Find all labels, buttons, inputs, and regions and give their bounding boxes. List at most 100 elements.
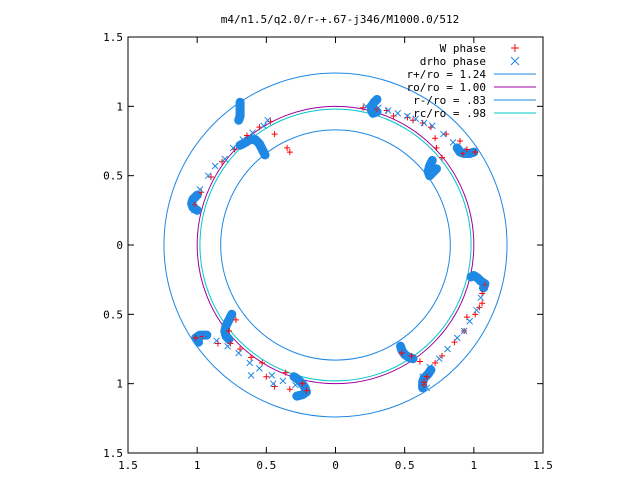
point-series-1-19	[440, 130, 447, 138]
point-series-1-12	[375, 104, 382, 112]
point-series-0-8	[271, 131, 278, 138]
x-tick-label-4: 0.5	[395, 459, 415, 472]
cluster-0	[187, 190, 202, 215]
point-series-0-24	[459, 150, 466, 157]
x-tick-label-5: 1	[471, 459, 478, 472]
point-series-0-15	[404, 114, 411, 121]
point-series-1-2	[196, 186, 204, 193]
x-tick-label-1: 1	[194, 459, 201, 472]
point-series-0-36	[432, 359, 439, 366]
y-tick-label-1: 1	[116, 100, 123, 113]
x-tick-label-3: 0	[332, 459, 339, 472]
y-tick-label-5: 1	[116, 378, 123, 391]
point-series-0-53	[192, 334, 199, 341]
point-series-0-27	[479, 290, 486, 297]
point-series-1-26	[460, 327, 468, 335]
point-series-1-32	[423, 384, 431, 392]
point-series-0-22	[443, 131, 450, 138]
point-series-0-10	[286, 149, 293, 156]
point-series-0-46	[263, 373, 270, 380]
point-series-0-17	[419, 119, 426, 126]
x-tick-label-6: 1.5	[533, 459, 553, 472]
legend-label-3: ro/ro = 1.00	[407, 81, 486, 94]
point-series-1-22	[481, 283, 489, 290]
point-series-1-5	[221, 155, 229, 163]
point-series-0-56	[299, 380, 306, 387]
point-series-0-40	[416, 358, 423, 365]
point-series-0-29	[479, 300, 486, 307]
point-series-1-10	[264, 116, 272, 124]
legend-label-5: rc/ro = .98	[413, 107, 486, 120]
point-series-1-20	[449, 139, 457, 146]
point-series-1-41	[200, 333, 208, 340]
x-tick-label-2: 0.5	[256, 459, 276, 472]
point-series-1-34	[279, 377, 287, 385]
y-tick-label-2: 0.5	[103, 170, 123, 183]
x-tick-label-0: 1.5	[118, 459, 138, 472]
point-series-0-23	[457, 138, 463, 144]
legend-label-2: r+/ro = 1.24	[407, 68, 487, 81]
point-series-1-31	[419, 373, 427, 381]
point-series-1-40	[213, 337, 220, 345]
cluster-4	[423, 155, 441, 181]
point-series-0-37	[423, 373, 430, 380]
legend-label-4: r-/ro = .83	[413, 94, 486, 107]
point-series-1-24	[473, 306, 480, 314]
point-series-1-21	[459, 147, 467, 155]
legend-label-1: drho phase	[420, 55, 486, 68]
y-tick-label-4: 0.5	[103, 308, 123, 321]
cluster-11	[289, 372, 311, 401]
circle-series-1	[196, 105, 475, 385]
circle-series-2	[220, 129, 451, 361]
point-series-1-23	[477, 294, 485, 302]
point-series-1-25	[466, 317, 474, 325]
point-series-1-8	[249, 129, 256, 137]
point-series-1-15	[404, 112, 411, 120]
cluster-6	[466, 271, 490, 293]
point-series-0-41	[408, 352, 415, 359]
circle-series-0	[163, 72, 508, 418]
cluster-1	[235, 135, 270, 160]
point-series-1-11	[362, 102, 370, 110]
point-series-1-18	[428, 122, 436, 130]
point-series-0-21	[439, 154, 446, 161]
point-series-1-35	[268, 371, 276, 379]
point-series-1-9	[260, 122, 267, 130]
cluster-5	[452, 143, 479, 158]
point-series-1-43	[269, 380, 277, 388]
cluster-9	[220, 309, 237, 344]
point-series-1-16	[412, 115, 420, 123]
circle-series-3	[199, 108, 472, 382]
point-series-1-42	[247, 371, 255, 379]
point-series-0-26	[472, 149, 479, 156]
cluster-7	[396, 341, 418, 364]
axis-ticks: 1.5 1 0.5 0 0.5 1 1.51.510.500.511.5	[103, 31, 553, 472]
y-tick-label-0: 1.5	[103, 31, 123, 44]
point-series-1-38	[235, 349, 243, 357]
dense-point-clusters	[187, 94, 490, 401]
point-series-1-6	[229, 144, 237, 152]
cluster-3	[367, 94, 382, 118]
point-series-0-54	[232, 316, 239, 323]
point-series-1-7	[239, 136, 247, 143]
point-series-0-55	[225, 327, 232, 334]
point-series-0-44	[286, 386, 293, 393]
point-series-1-28	[444, 345, 451, 353]
point-series-0-20	[433, 144, 440, 151]
point-series-0-31	[472, 311, 479, 318]
y-tick-label-6: 1.5	[103, 447, 123, 460]
data-points	[189, 102, 489, 394]
reference-circles	[163, 72, 508, 418]
legend-marker-0	[511, 44, 519, 52]
point-series-0-49	[237, 346, 244, 352]
point-series-0-5	[243, 132, 250, 139]
point-series-1-13	[384, 107, 392, 114]
point-series-0-48	[248, 354, 255, 361]
point-series-1-1	[191, 206, 198, 214]
point-series-1-30	[426, 363, 433, 371]
point-series-1-33	[292, 381, 299, 389]
point-series-1-27	[453, 334, 461, 342]
point-series-1-14	[394, 109, 402, 117]
point-series-1-0	[189, 202, 197, 210]
